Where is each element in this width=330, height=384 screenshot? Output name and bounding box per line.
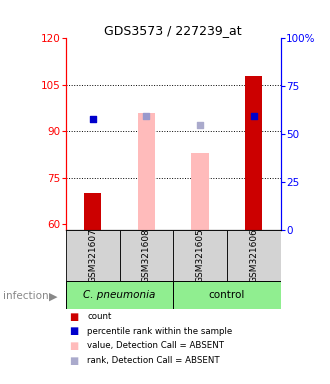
Title: GDS3573 / 227239_at: GDS3573 / 227239_at: [104, 24, 242, 37]
Bar: [227, 230, 280, 282]
Text: GSM321606: GSM321606: [249, 228, 258, 283]
Text: ■: ■: [69, 326, 79, 336]
Text: ▶: ▶: [49, 291, 58, 301]
Bar: [66, 281, 173, 309]
Text: percentile rank within the sample: percentile rank within the sample: [87, 327, 233, 336]
Point: [144, 113, 149, 119]
Bar: [191, 153, 209, 230]
Bar: [173, 230, 227, 282]
Text: GSM321608: GSM321608: [142, 228, 151, 283]
Bar: [173, 281, 280, 309]
Bar: [84, 193, 101, 230]
Text: C. pneumonia: C. pneumonia: [83, 290, 156, 300]
Text: value, Detection Call = ABSENT: value, Detection Call = ABSENT: [87, 341, 224, 351]
Text: ■: ■: [69, 341, 79, 351]
Text: infection: infection: [3, 291, 49, 301]
Bar: [138, 113, 155, 230]
Text: count: count: [87, 312, 112, 321]
Point: [90, 116, 95, 122]
Bar: [66, 230, 120, 282]
Point: [251, 113, 256, 119]
Bar: [120, 230, 173, 282]
Text: ■: ■: [69, 312, 79, 322]
Point: [197, 122, 203, 128]
Text: ■: ■: [69, 356, 79, 366]
Text: GSM321607: GSM321607: [88, 228, 97, 283]
Text: control: control: [209, 290, 245, 300]
Text: GSM321605: GSM321605: [196, 228, 205, 283]
Bar: [245, 76, 262, 230]
Text: rank, Detection Call = ABSENT: rank, Detection Call = ABSENT: [87, 356, 220, 365]
